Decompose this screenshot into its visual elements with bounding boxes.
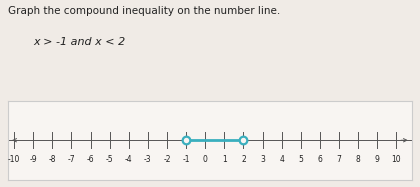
Text: -8: -8 — [49, 155, 56, 164]
Text: 1: 1 — [222, 155, 227, 164]
Text: -5: -5 — [106, 155, 113, 164]
Text: x > -1 and x < 2: x > -1 and x < 2 — [34, 37, 126, 47]
Text: 8: 8 — [356, 155, 360, 164]
Text: -6: -6 — [87, 155, 94, 164]
Text: 0: 0 — [203, 155, 207, 164]
Text: 3: 3 — [260, 155, 265, 164]
Text: 6: 6 — [318, 155, 322, 164]
Text: 4: 4 — [279, 155, 284, 164]
Text: -1: -1 — [182, 155, 190, 164]
Text: 10: 10 — [391, 155, 401, 164]
Text: -9: -9 — [29, 155, 37, 164]
Text: -2: -2 — [163, 155, 171, 164]
Text: Graph the compound inequality on the number line.: Graph the compound inequality on the num… — [8, 6, 281, 16]
Text: 7: 7 — [336, 155, 341, 164]
Text: -10: -10 — [8, 155, 20, 164]
Text: 9: 9 — [375, 155, 380, 164]
Text: -3: -3 — [144, 155, 152, 164]
Text: 2: 2 — [241, 155, 246, 164]
Text: -7: -7 — [68, 155, 75, 164]
Text: -4: -4 — [125, 155, 133, 164]
Text: 5: 5 — [298, 155, 303, 164]
